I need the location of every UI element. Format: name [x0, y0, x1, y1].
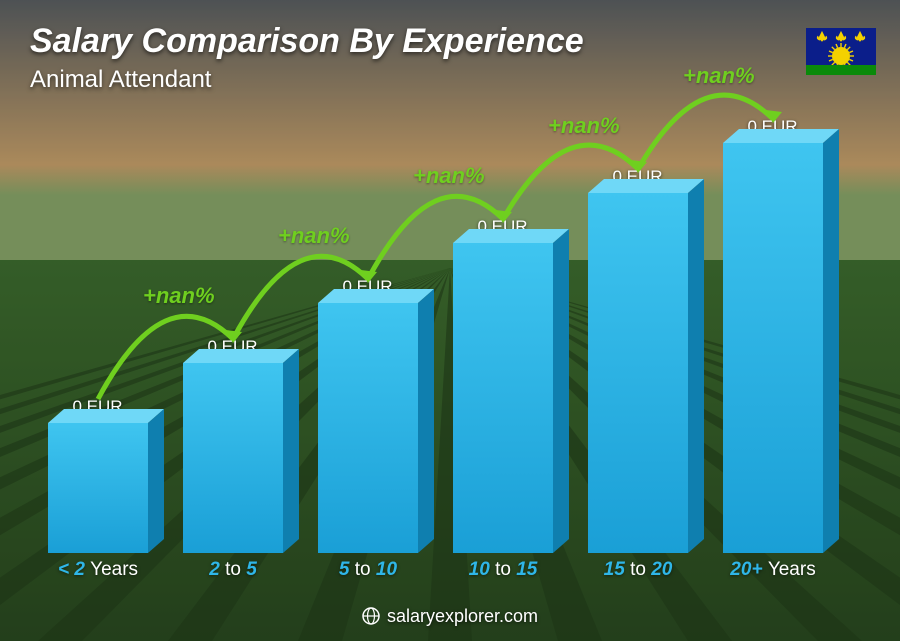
increase-label: +nan% — [143, 283, 215, 309]
increase-label: +nan% — [413, 163, 485, 189]
category-label: 5 to 10 — [301, 559, 436, 581]
category-label: < 2 Years — [31, 559, 166, 581]
bar-chart: 0 EUR 0 EUR — [30, 101, 840, 581]
increase-label: +nan% — [683, 63, 755, 89]
bar: 0 EUR — [705, 117, 840, 553]
bar: 0 EUR — [300, 277, 435, 553]
category-label: 2 to 5 — [166, 559, 301, 581]
region-flag — [806, 28, 876, 75]
globe-icon — [362, 607, 380, 625]
category-label: 10 to 15 — [436, 559, 571, 581]
chart-title: Salary Comparison By Experience — [30, 22, 584, 61]
bar: 0 EUR — [165, 337, 300, 553]
category-label: 20+ Years — [706, 559, 841, 581]
source-attribution: salaryexplorer.com — [0, 606, 900, 627]
bar: 0 EUR — [570, 167, 705, 553]
bar: 0 EUR — [435, 217, 570, 553]
chart-subtitle: Animal Attendant — [30, 66, 211, 94]
category-label: 15 to 20 — [571, 559, 706, 581]
bar: 0 EUR — [30, 397, 165, 553]
increase-label: +nan% — [278, 223, 350, 249]
increase-label: +nan% — [548, 113, 620, 139]
source-text: salaryexplorer.com — [387, 606, 538, 626]
